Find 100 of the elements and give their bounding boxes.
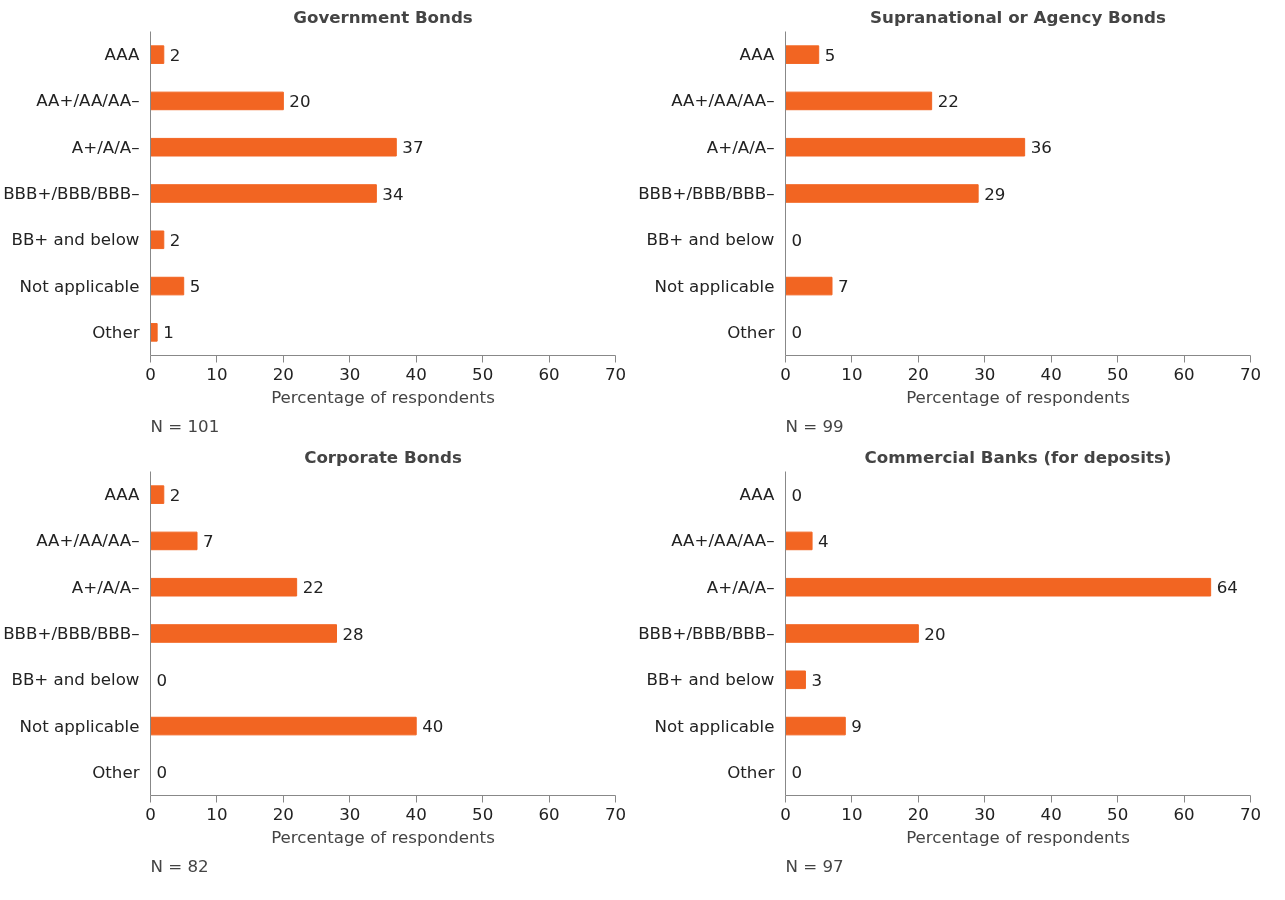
y-tick-label: A+/A/A– [71,137,140,157]
text: N = 99 [785,416,844,436]
x-tick-label: 30 [974,804,996,824]
y-tick-label: Other [92,762,140,782]
x-tick-label: 30 [339,364,361,384]
data-label: 9 [851,717,862,737]
data-label: 40 [422,717,444,737]
data-label: 2 [169,45,181,65]
x-tick-label: 0 [145,364,156,384]
data-label: 4 [818,531,829,551]
x-axis-title: Percentage of respondents [906,827,1130,847]
data-label: 5 [824,45,836,65]
data-label: 22 [302,578,324,598]
x-tick-label: 70 [604,804,627,824]
data-label: 37 [402,138,424,158]
y-tick-label: BBB+/BBB/BBB– [638,624,775,643]
y-tick-label: BB+ and below [11,670,140,690]
x-tick-label: 70 [1239,364,1262,384]
x-tick-label: 60 [538,364,560,384]
data-label: 7 [203,531,214,551]
data-label: 7 [838,277,849,297]
x-tick-label: 50 [1107,804,1129,824]
data-label: 0 [156,763,168,783]
data-label: 20 [289,91,311,111]
x-tick-label: 20 [272,364,294,384]
x-tick-label: 50 [1107,364,1129,384]
x-tick-label: 40 [405,364,427,384]
x-tick-label: 10 [206,804,228,824]
chart-title: Supranational or Agency Bonds [870,7,1166,27]
y-tick-label: Other [727,762,775,782]
x-tick-label: 70 [1239,804,1262,824]
chart-title: Government Bonds [293,7,473,27]
x-tick-label: 10 [841,804,863,824]
data-label: 5 [189,277,201,297]
x-tick-label: 60 [1173,364,1195,384]
y-tick-label: BBB+/BBB/BBB– [3,184,140,203]
y-tick-label: AA+/AA/AA– [671,531,775,551]
text: N = 82 [150,856,209,876]
x-tick-label: 10 [206,364,228,384]
y-tick-label: Not applicable [19,276,140,296]
y-tick-label: BB+ and below [646,230,775,250]
y-tick-label: Other [727,322,775,342]
y-tick-label: A+/A/A– [706,137,775,157]
x-tick-label: 70 [604,364,627,384]
data-label: 34 [382,184,404,204]
x-tick-label: 40 [1040,804,1062,824]
x-tick-label: 10 [841,364,863,384]
y-tick-label: Not applicable [654,276,775,296]
y-tick-label: BB+ and below [646,670,775,690]
x-tick-label: 0 [145,804,156,824]
text: N = 101 [150,416,220,436]
data-label: 0 [156,670,168,690]
data-label: 3 [811,670,823,690]
data-label: 0 [791,323,803,343]
y-tick-label: AAA [739,485,776,505]
x-tick-label: 30 [339,804,361,824]
data-label: 0 [791,230,803,250]
x-axis-title: Percentage of respondents [271,827,495,847]
x-axis-title: Percentage of respondents [271,387,495,407]
y-tick-label: BB+ and below [11,230,140,250]
data-label: 28 [342,624,364,644]
y-tick-label: BBB+/BBB/BBB– [638,184,775,203]
x-tick-label: 50 [472,804,494,824]
data-label: 2 [169,230,181,250]
x-tick-label: 0 [780,804,791,824]
x-tick-label: 60 [538,804,560,824]
y-tick-label: A+/A/A– [706,577,775,597]
y-tick-label: AAA [739,45,776,65]
data-label: 22 [937,91,959,111]
y-tick-label: Not applicable [654,716,775,736]
y-tick-label: AA+/AA/AA– [36,91,140,111]
data-label: 64 [1216,578,1238,598]
x-tick-label: 20 [907,804,929,824]
chart-title: Commercial Banks (for deposits) [864,447,1172,467]
data-label: 20 [924,624,946,644]
data-label: 0 [791,763,803,783]
x-axis-title: Percentage of respondents [906,387,1130,407]
y-tick-label: A+/A/A– [71,577,140,597]
data-label: 36 [1030,138,1052,158]
data-label: 1 [163,323,174,343]
x-tick-label: 0 [780,364,791,384]
x-tick-label: 20 [272,804,294,824]
x-tick-label: 40 [405,804,427,824]
x-tick-label: 60 [1173,804,1195,824]
chart-title: Corporate Bonds [304,447,462,467]
text: N = 97 [785,856,844,876]
y-tick-label: AA+/AA/AA– [36,531,140,551]
y-tick-label: AA+/AA/AA– [671,91,775,111]
y-tick-label: AAA [104,485,141,505]
y-tick-label: Not applicable [19,716,140,736]
y-tick-label: Other [92,322,140,342]
x-tick-label: 50 [472,364,494,384]
x-tick-label: 30 [974,364,996,384]
y-tick-label: AAA [104,45,141,65]
data-label: 0 [791,485,803,505]
data-label: 2 [169,485,181,505]
x-tick-label: 40 [1040,364,1062,384]
y-tick-label: BBB+/BBB/BBB– [3,624,140,643]
x-tick-label: 20 [907,364,929,384]
data-label: 29 [984,184,1006,204]
